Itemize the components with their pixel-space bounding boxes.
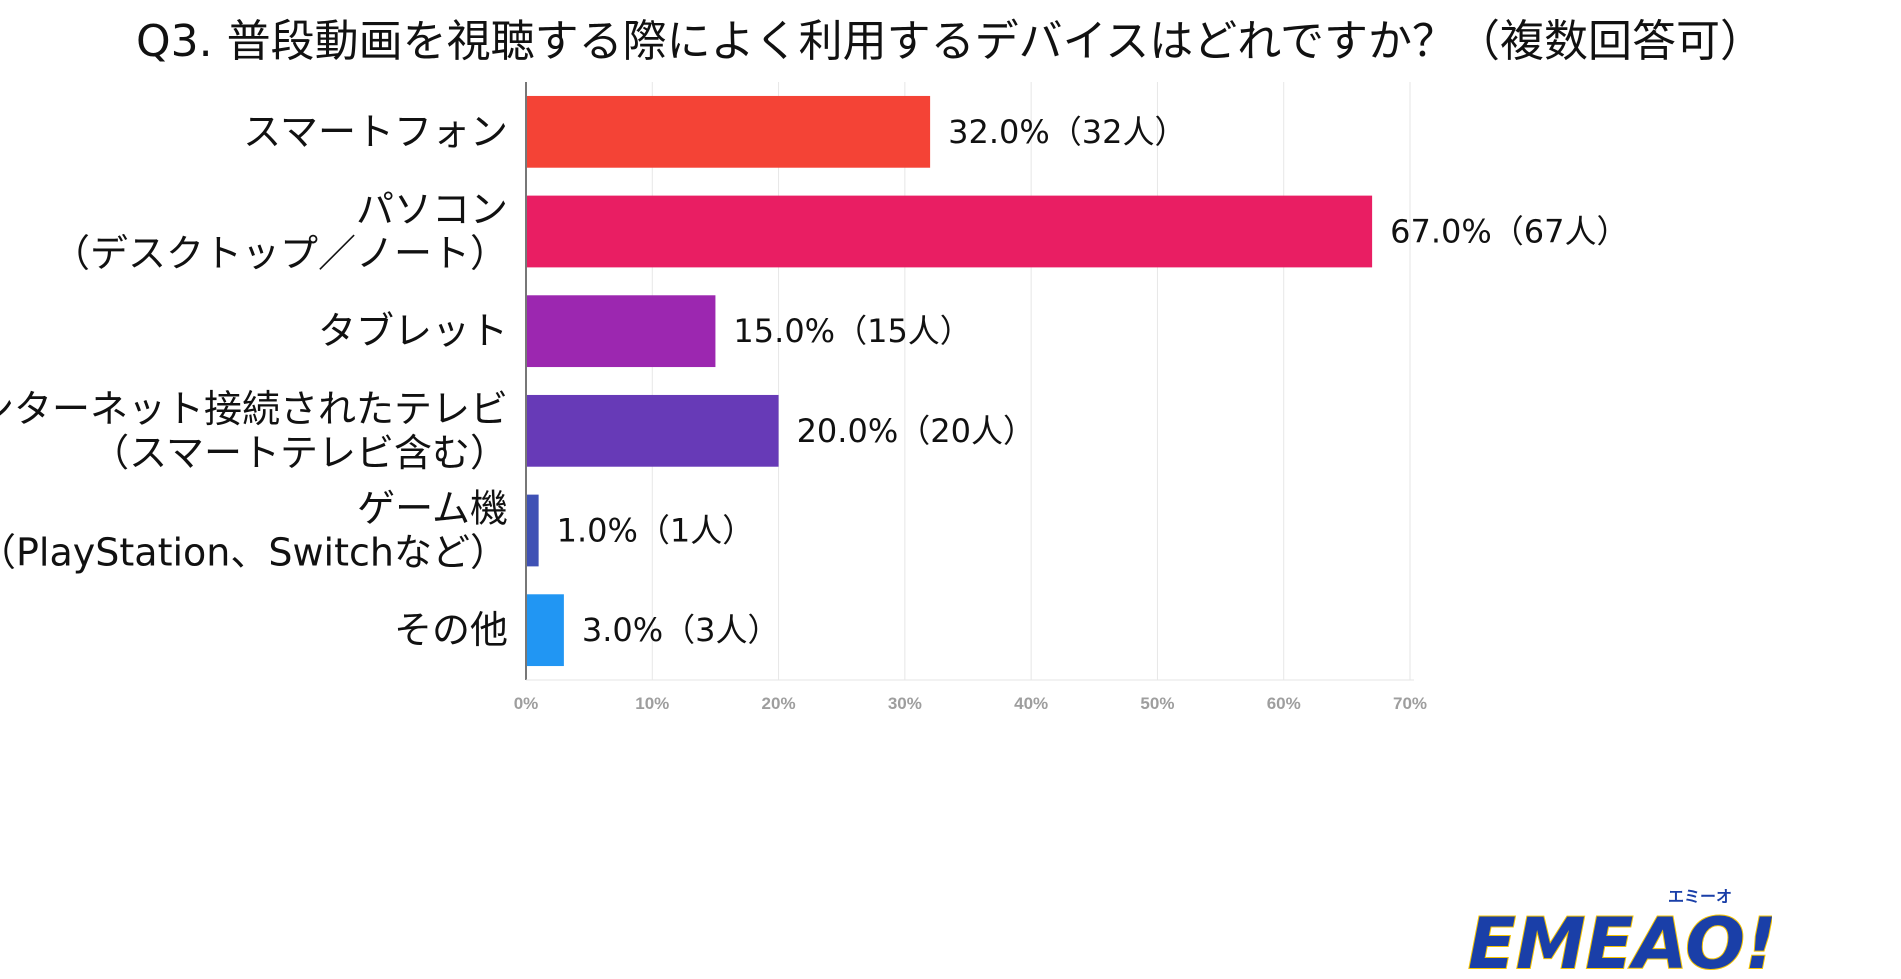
category-label: タブレット <box>318 309 508 353</box>
x-tick-label: 20% <box>762 694 796 713</box>
bar <box>527 494 539 567</box>
bar <box>527 594 564 667</box>
data-label: 15.0%（15人） <box>733 312 971 350</box>
x-tick-label: 0% <box>514 694 539 713</box>
category-label: その他 <box>394 608 508 652</box>
bar <box>527 295 716 368</box>
data-label: 1.0%（1人） <box>557 512 755 550</box>
x-tick-label: 60% <box>1267 694 1301 713</box>
data-label: 20.0%（20人） <box>797 412 1035 450</box>
x-tick-label: 40% <box>1014 694 1048 713</box>
x-axis-tick-labels: 0% 10% 20% 30% 40% 50% 60% 70% <box>514 694 1427 713</box>
chart-title: Q3. 普段動画を視聴する際によく利用するデバイスはどれですか？（複数回答可） <box>136 16 1764 67</box>
data-label: 67.0%（67人） <box>1390 213 1628 251</box>
brand-logo-text: EMEAO! <box>1468 903 1772 975</box>
brand-logo-ruby: エミーオ <box>1668 887 1732 906</box>
brand-logo: エミーオ EMEAO! <box>1467 887 1772 975</box>
category-label: インターネット接続されたテレビ（スマートテレビ含む） <box>0 387 508 475</box>
bars <box>527 95 1373 667</box>
data-label: 32.0%（32人） <box>948 113 1186 151</box>
bar <box>527 195 1373 268</box>
grid <box>525 82 1414 681</box>
bar <box>527 95 931 168</box>
category-label: ゲーム機（PlayStation、Switchなど） <box>0 487 508 575</box>
x-tick-label: 30% <box>888 694 922 713</box>
x-tick-label: 70% <box>1393 694 1427 713</box>
data-label: 3.0%（3人） <box>582 611 780 649</box>
category-label: スマートフォン <box>243 110 508 154</box>
bar <box>527 394 779 467</box>
data-labels: 32.0%（32人） 67.0%（67人） 15.0%（15人） 20.0%（20人）… <box>557 113 1629 649</box>
category-label: パソコン（デスクトップ／ノート） <box>52 188 508 276</box>
x-tick-label: 10% <box>635 694 669 713</box>
x-tick-label: 50% <box>1140 694 1174 713</box>
